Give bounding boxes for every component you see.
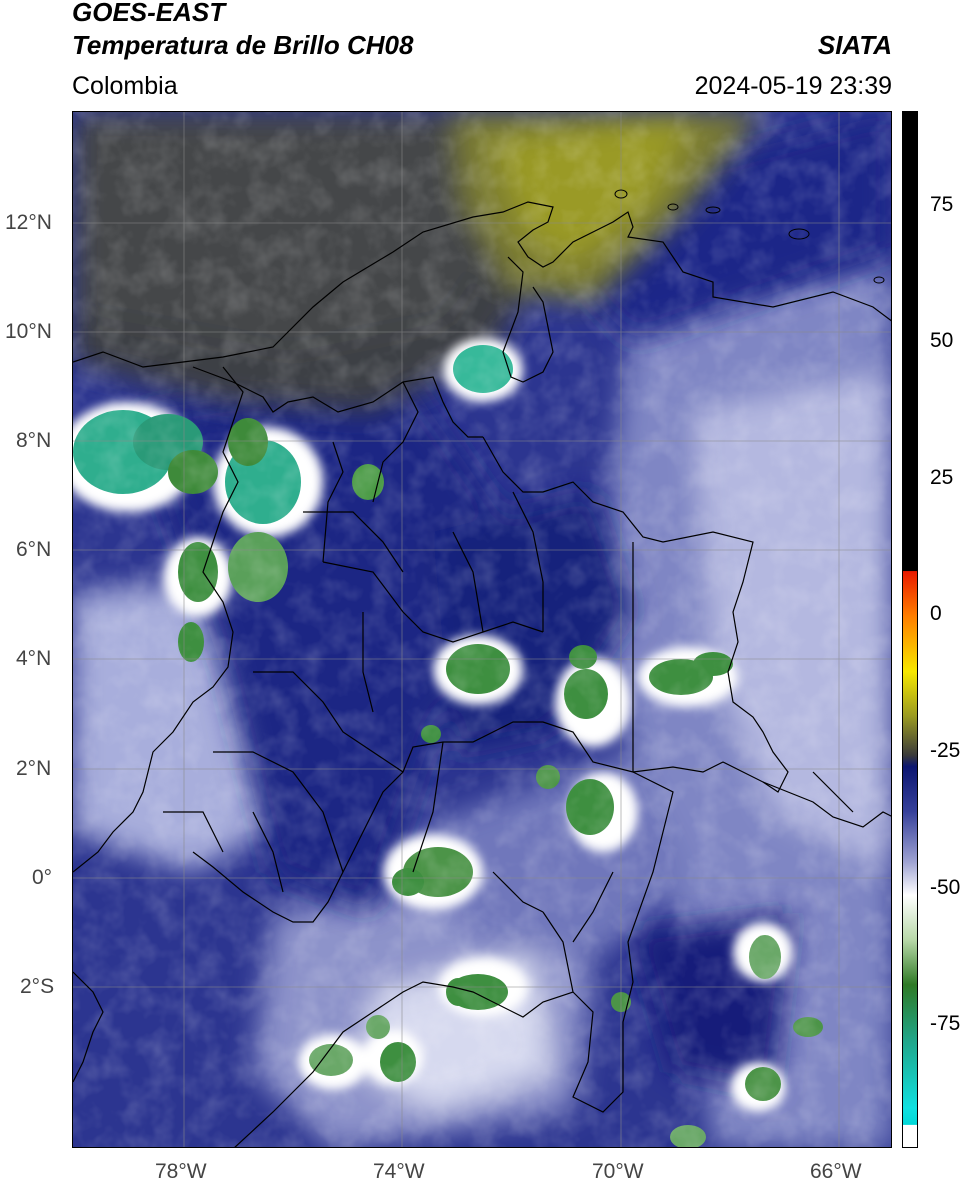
datetime-label: 2024-05-19 23:39 bbox=[694, 72, 892, 100]
colorbar-tick-label: 25 bbox=[930, 466, 954, 489]
graticule bbox=[73, 112, 891, 1147]
island-outlines bbox=[614, 189, 885, 284]
lon-tick-label: 66°W bbox=[810, 1160, 862, 1183]
lat-tick-label: 2°S bbox=[20, 975, 55, 998]
colorbar-tick-label: 75 bbox=[930, 193, 954, 216]
lat-tick-label: 12°N bbox=[5, 211, 52, 234]
lat-tick-label: 6°N bbox=[16, 538, 52, 561]
lat-tick-label: 0° bbox=[32, 866, 53, 889]
colorbar-tick-label: 50 bbox=[930, 329, 954, 352]
lat-tick-label: 10°N bbox=[5, 320, 52, 343]
lat-tick-label: 2°N bbox=[16, 757, 52, 780]
lon-tick-label: 70°W bbox=[592, 1160, 644, 1183]
product-title: Temperatura de Brillo CH08 bbox=[72, 30, 414, 60]
political-borders bbox=[73, 201, 891, 1147]
colorbar-tick-label: -25 bbox=[930, 739, 961, 762]
source-label: SIATA bbox=[817, 30, 892, 60]
region-label: Colombia bbox=[72, 72, 178, 100]
colorbar-tick-label: -75 bbox=[930, 1012, 961, 1035]
colorbar-gradient bbox=[903, 112, 917, 1147]
colorbar-tick-label: -50 bbox=[930, 876, 961, 899]
lat-tick-label: 4°N bbox=[16, 647, 52, 670]
colorbar-tick-label: 0 bbox=[930, 602, 942, 625]
lon-tick-label: 78°W bbox=[155, 1160, 207, 1183]
satellite-map bbox=[72, 111, 892, 1148]
colorbar bbox=[902, 111, 918, 1148]
lon-tick-label: 74°W bbox=[373, 1160, 425, 1183]
satellite-title: GOES-EAST bbox=[72, 0, 226, 27]
lat-tick-label: 8°N bbox=[16, 429, 52, 452]
